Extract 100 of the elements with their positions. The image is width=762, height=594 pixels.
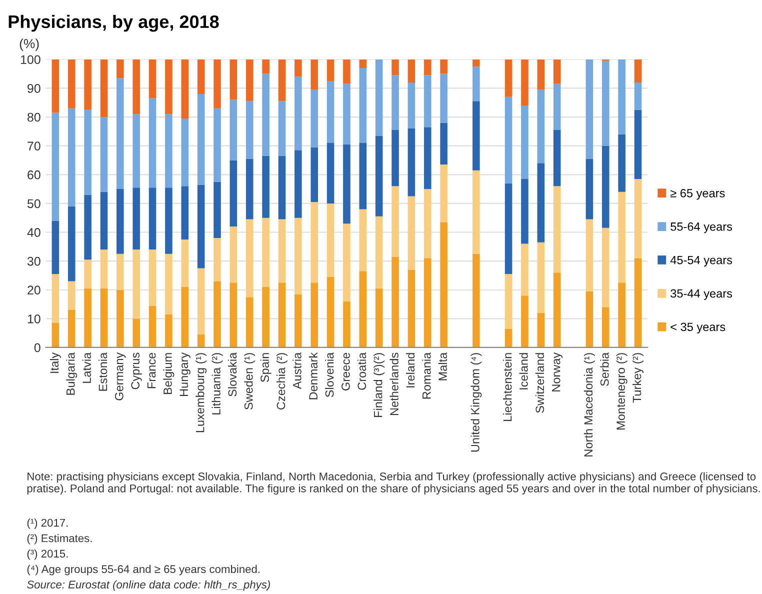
bar [472,101,480,170]
bar [84,59,92,110]
bar [262,59,270,74]
bar [586,158,594,220]
bar [68,206,76,282]
bar [246,101,254,159]
bar [262,74,270,156]
bar [294,294,302,348]
bar [68,281,76,310]
bar [521,59,528,106]
bar [181,286,189,348]
x-tick-label: Spain [260,353,272,382]
bar [553,84,561,130]
bar [392,256,399,348]
bar [132,188,140,250]
bar [148,59,156,98]
bar [375,288,383,348]
bar [343,84,350,144]
bar [278,156,286,220]
bar [246,158,254,220]
x-tick-label: Norway [552,352,563,392]
bar [392,59,399,76]
bar [618,282,626,348]
bar [472,66,480,102]
bar [586,219,594,292]
bar [343,144,350,224]
bar [230,59,238,100]
bar [359,271,367,348]
text: Note: practising physicians except Slovakia, Finland, North Macedonia, Serbia and Turkey (professionally active physicians) and Greece (licensed to pratise). Poland and Portugal: not available. The figure is ranked on the share of physicians aged 55 years and over in the total number of physicians. [27,472,760,495]
bar [634,258,642,348]
bar [165,188,172,254]
bar [521,105,528,179]
bar [504,96,512,184]
x-tick-label: Czechia (²) [276,353,288,410]
bar [165,254,172,314]
text: (³) 2015. [27,549,68,560]
x-tick-label: Bulgaria [66,352,78,395]
bar [278,101,286,156]
bar [634,59,642,82]
bar [100,192,108,250]
bar [359,209,367,272]
bar [326,203,334,277]
bar [553,59,561,84]
y-tick-label: 10 [28,314,40,324]
legend-label: 45-54 years [670,256,732,267]
bar [246,297,254,348]
bar [230,282,238,348]
x-tick-label: Switzerland [535,353,544,413]
bar [408,59,416,82]
bar [375,136,383,216]
x-tick-label: France [147,352,156,388]
y-tick-label: 20 [28,286,40,295]
bar [310,147,318,202]
bar [602,146,610,228]
bar [553,130,561,186]
bar [230,100,238,160]
bar [553,186,561,273]
bar [214,108,221,182]
bar [148,98,156,188]
x-tick-label: Malta [438,352,447,380]
bar [408,270,416,348]
x-tick-label: Turkey (²) [632,353,644,403]
bar [504,328,512,348]
legend-label: ≥ 65 years [670,189,725,200]
legend-label: 55-64 years [670,222,732,234]
bar [197,268,205,335]
bar [618,59,626,134]
bar [537,59,545,90]
bar [375,216,383,288]
bar [181,239,189,287]
x-tick-label: Sweden (¹) [244,353,256,410]
bar [424,189,432,258]
x-tick-label: Montenegro (²) [616,353,628,430]
bar [553,272,561,348]
y-tick-label: 90 [28,84,40,93]
bar [440,222,448,348]
y-tick-label: 80 [28,112,40,122]
bar [586,291,594,348]
bar [392,130,399,186]
bar [262,218,270,287]
bar [375,59,383,136]
bar [359,142,367,210]
y-tick-label: 50 [27,199,40,208]
y-tick-label: 30 [27,256,40,266]
x-tick-label: Lithuania (²) [212,353,223,414]
x-tick-label: Hungary [180,352,190,396]
bar [197,334,205,348]
bar [246,219,254,298]
bar [165,314,172,348]
x-tick-label: Greece [342,352,350,390]
text: (⁴) Age groups 55-64 and ≥ 65 years combined. [27,564,260,576]
text: (²) Estimates. [27,534,92,544]
y-tick-label: 40 [27,228,40,237]
bar [294,150,302,218]
bar [68,59,76,108]
bar [326,81,334,143]
bar [408,196,416,270]
x-tick-label: Estonia [98,352,108,391]
bar [116,78,124,190]
bar [521,178,528,244]
